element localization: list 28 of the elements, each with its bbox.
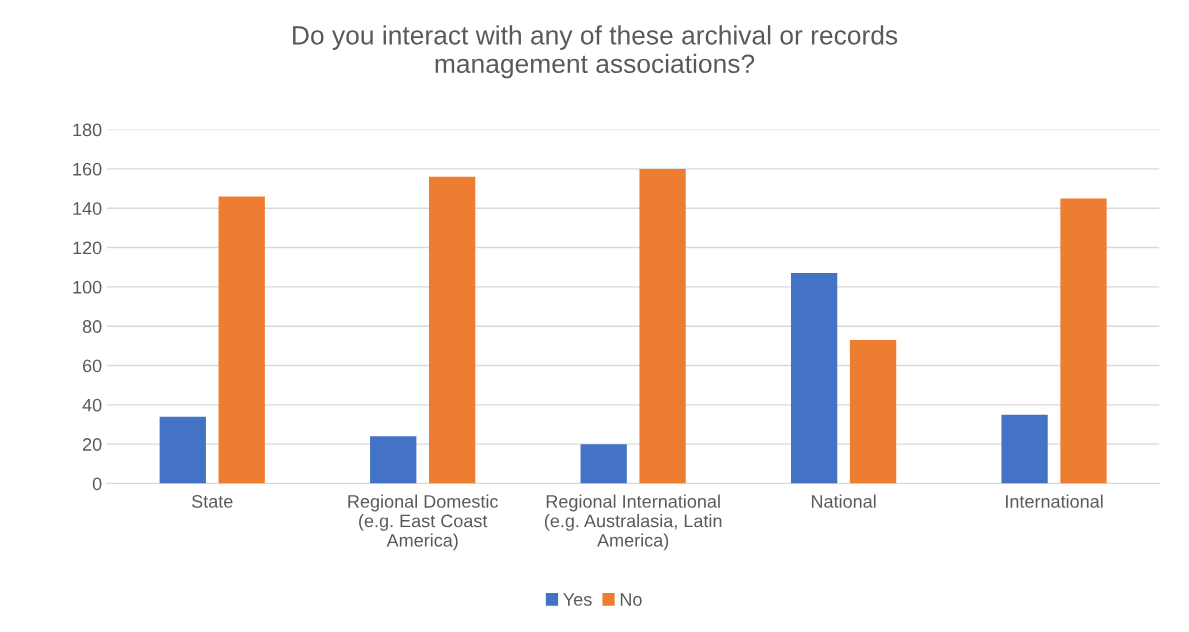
bar [1060, 198, 1107, 484]
y-tick-label: 120 [73, 241, 102, 255]
legend-label: No [620, 593, 642, 606]
x-tick-label: International [1006, 494, 1103, 508]
bar [639, 168, 686, 484]
x-tick-label: State [191, 495, 233, 508]
bar [849, 339, 897, 484]
y-tick-label: 40 [82, 398, 102, 412]
bar [218, 196, 265, 484]
bar [370, 436, 417, 484]
y-tick-label: 80 [82, 320, 102, 333]
chart-title: Do you interact with any of these archival or records management associations? [293, 25, 898, 79]
x-tick-label: National [811, 494, 876, 508]
bar [790, 273, 838, 484]
y-tick-label: 0 [92, 477, 102, 491]
legend-label: Yes [563, 593, 592, 606]
y-tick-label: 100 [73, 280, 102, 294]
y-tick-label: 60 [82, 359, 102, 373]
bar [580, 444, 627, 484]
y-tick-label: 20 [82, 438, 102, 451]
y-tick-label: 160 [73, 162, 102, 176]
x-tick-label: Regional International (e.g. Australasia, Latin America) [544, 494, 722, 551]
bar [429, 176, 476, 484]
bar [159, 416, 206, 484]
y-tick-label: 140 [73, 202, 102, 215]
y-tick-label: 180 [73, 123, 102, 137]
x-tick-label: Regional Domestic (e.g. East Coast America) [348, 494, 498, 551]
bar [1001, 414, 1048, 484]
